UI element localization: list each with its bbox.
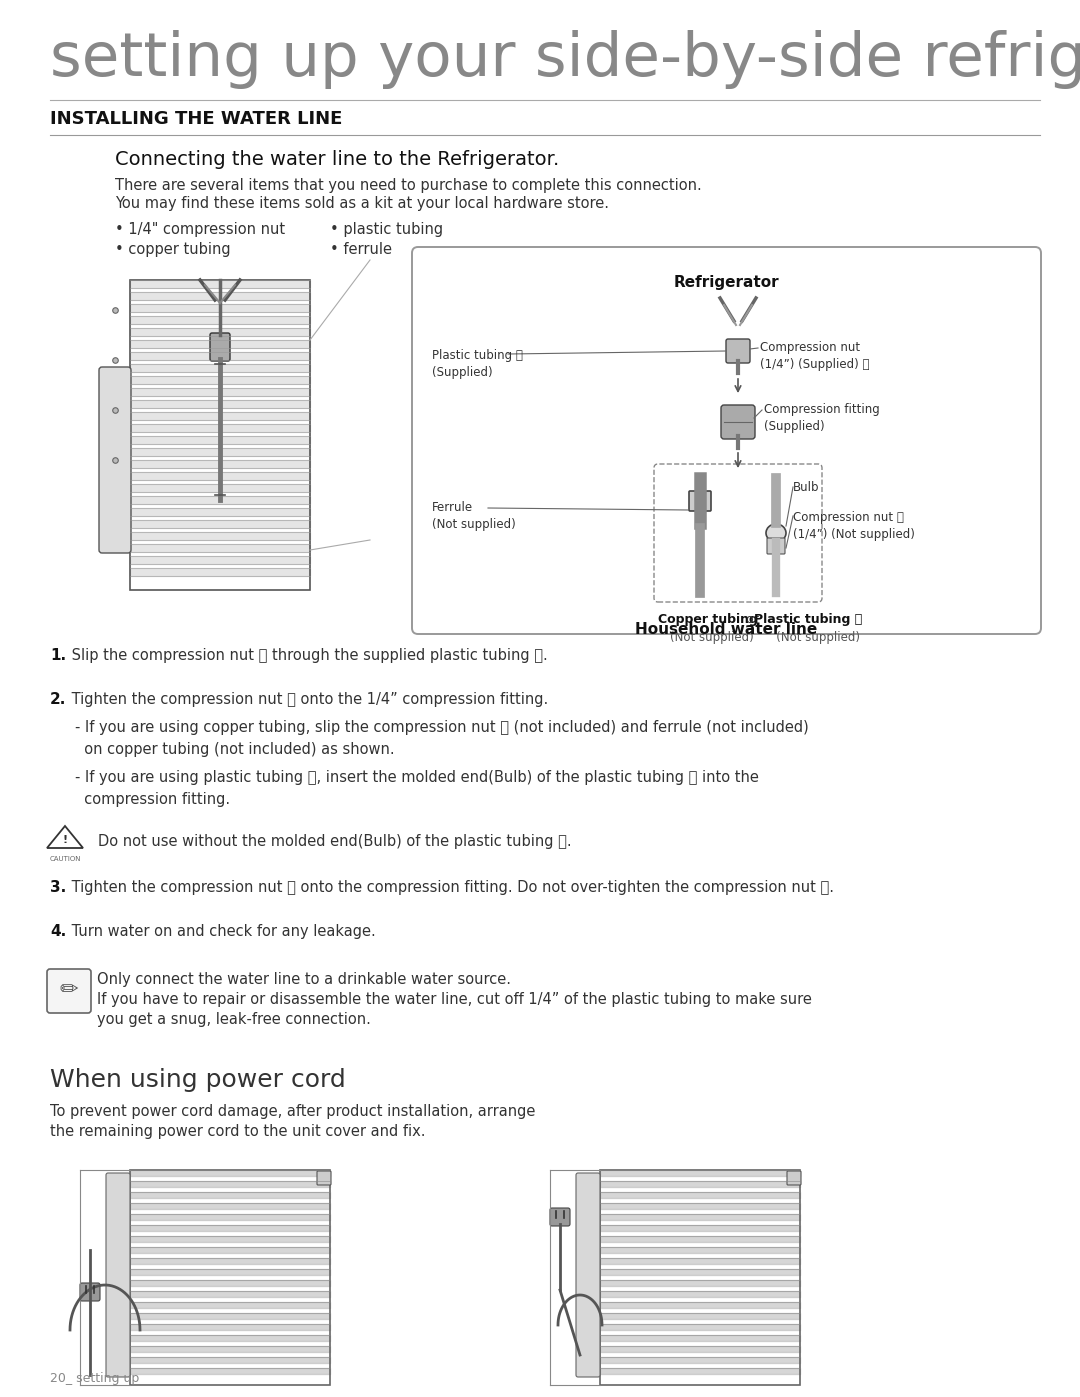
- Text: Compression nut
(1/4”) (Supplied) Ⓐ: Compression nut (1/4”) (Supplied) Ⓐ: [760, 341, 869, 372]
- Text: - If you are using copper tubing, slip the compression nut Ⓑ (not included) and : - If you are using copper tubing, slip t…: [75, 719, 809, 735]
- Text: When using power cord: When using power cord: [50, 1067, 346, 1092]
- Text: - If you are using plastic tubing Ⓑ, insert the molded end(Bulb) of the plastic : - If you are using plastic tubing Ⓑ, ins…: [75, 770, 759, 785]
- Text: INSTALLING THE WATER LINE: INSTALLING THE WATER LINE: [50, 110, 342, 129]
- Text: Tighten the compression nut Ⓑ onto the compression fitting. Do not over-tighten : Tighten the compression nut Ⓑ onto the c…: [67, 880, 834, 895]
- Text: 20_ setting up: 20_ setting up: [50, 1372, 139, 1384]
- Text: you get a snug, leak-free connection.: you get a snug, leak-free connection.: [97, 1011, 370, 1027]
- Polygon shape: [48, 826, 83, 848]
- Text: 4.: 4.: [50, 923, 66, 939]
- Text: Copper tubing: Copper tubing: [658, 613, 758, 626]
- Text: You may find these items sold as a kit at your local hardware store.: You may find these items sold as a kit a…: [114, 196, 609, 211]
- Text: Compression nut Ⓑ
(1/4”) (Not supplied): Compression nut Ⓑ (1/4”) (Not supplied): [793, 511, 915, 541]
- FancyBboxPatch shape: [721, 405, 755, 439]
- FancyBboxPatch shape: [767, 538, 785, 555]
- Text: or: or: [742, 613, 762, 626]
- Text: setting up your side-by-side refrigerator: setting up your side-by-side refrigerato…: [50, 29, 1080, 89]
- Text: !: !: [63, 835, 68, 845]
- Text: • ferrule: • ferrule: [330, 242, 392, 257]
- Text: (Not supplied)      (Not supplied): (Not supplied) (Not supplied): [670, 631, 860, 644]
- Text: Household water line: Household water line: [635, 622, 818, 637]
- Text: 3.: 3.: [50, 880, 66, 895]
- FancyBboxPatch shape: [411, 247, 1041, 634]
- Text: Tighten the compression nut Ⓐ onto the 1/4” compression fitting.: Tighten the compression nut Ⓐ onto the 1…: [67, 692, 549, 707]
- FancyBboxPatch shape: [726, 339, 750, 363]
- Text: Ferrule
(Not supplied): Ferrule (Not supplied): [432, 502, 516, 531]
- FancyBboxPatch shape: [60, 270, 390, 610]
- FancyBboxPatch shape: [550, 1208, 570, 1227]
- Text: Bulb: Bulb: [793, 481, 820, 495]
- FancyBboxPatch shape: [576, 1173, 600, 1377]
- Ellipse shape: [766, 524, 786, 542]
- Text: Compression fitting
(Supplied): Compression fitting (Supplied): [764, 402, 880, 433]
- Text: To prevent power cord damage, after product installation, arrange: To prevent power cord damage, after prod…: [50, 1104, 536, 1119]
- Text: Plastic tubing Ⓐ
(Supplied): Plastic tubing Ⓐ (Supplied): [432, 349, 523, 379]
- Text: Refrigerator: Refrigerator: [674, 275, 780, 291]
- Text: Do not use without the molded end(Bulb) of the plastic tubing Ⓑ.: Do not use without the molded end(Bulb) …: [98, 834, 571, 849]
- FancyBboxPatch shape: [80, 1282, 100, 1301]
- Text: • copper tubing: • copper tubing: [114, 242, 231, 257]
- FancyBboxPatch shape: [318, 1171, 330, 1185]
- Text: the remaining power cord to the unit cover and fix.: the remaining power cord to the unit cov…: [50, 1125, 426, 1139]
- Text: Plastic tubing Ⓑ: Plastic tubing Ⓑ: [754, 613, 862, 626]
- Text: There are several items that you need to purchase to complete this connection.: There are several items that you need to…: [114, 177, 702, 193]
- Text: CAUTION: CAUTION: [50, 856, 81, 862]
- FancyBboxPatch shape: [106, 1173, 130, 1377]
- Text: Turn water on and check for any leakage.: Turn water on and check for any leakage.: [67, 923, 376, 939]
- Text: Slip the compression nut Ⓐ through the supplied plastic tubing Ⓐ.: Slip the compression nut Ⓐ through the s…: [67, 648, 548, 664]
- FancyBboxPatch shape: [48, 970, 91, 1013]
- Text: Only connect the water line to a drinkable water source.: Only connect the water line to a drinkab…: [97, 972, 511, 988]
- Text: ✏: ✏: [59, 981, 79, 1000]
- Text: • 1/4" compression nut: • 1/4" compression nut: [114, 222, 285, 237]
- FancyBboxPatch shape: [210, 332, 230, 360]
- Text: compression fitting.: compression fitting.: [75, 792, 230, 807]
- FancyBboxPatch shape: [689, 490, 711, 511]
- Text: If you have to repair or disassemble the water line, cut off 1/4” of the plastic: If you have to repair or disassemble the…: [97, 992, 812, 1007]
- Text: Connecting the water line to the Refrigerator.: Connecting the water line to the Refrige…: [114, 149, 559, 169]
- FancyBboxPatch shape: [99, 367, 131, 553]
- Text: • plastic tubing: • plastic tubing: [330, 222, 443, 237]
- FancyBboxPatch shape: [787, 1171, 801, 1185]
- Text: 1.: 1.: [50, 648, 66, 664]
- Text: 2.: 2.: [50, 692, 66, 707]
- Text: on copper tubing (not included) as shown.: on copper tubing (not included) as shown…: [75, 742, 394, 757]
